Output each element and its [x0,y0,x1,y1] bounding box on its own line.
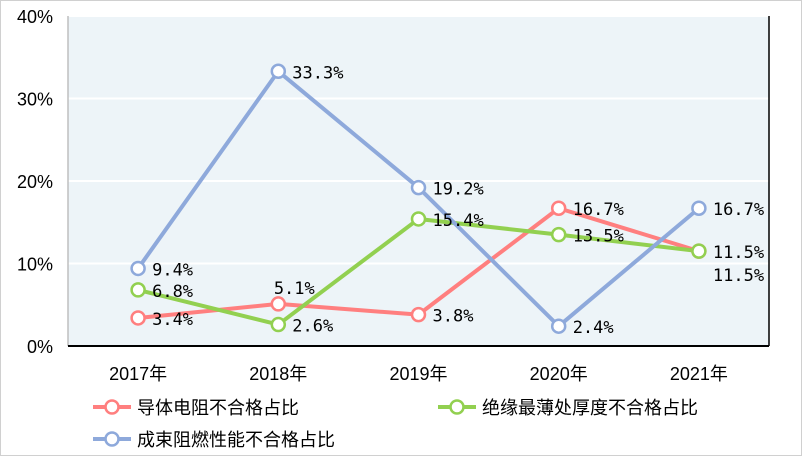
data-point [410,306,427,323]
data-label: 11.5% [713,266,764,286]
data-point [130,282,146,298]
data-label: 13.5% [573,227,624,247]
x-tick-label: 2018年 [249,364,307,384]
legend-marker [104,399,120,415]
y-tick-label: 0% [27,337,53,357]
x-axis-ticks: 2017年 2018年 2019年 2020年 2021年 [109,364,728,384]
data-label: 19.2% [433,180,484,200]
data-point [691,200,707,216]
legend-label: 成束阻燃性能不合格占比 [137,430,335,451]
legend-marker [104,431,120,447]
data-label: 9.4% [152,260,193,280]
data-point [550,226,567,243]
series-layer: 3.4% 5.1% 3.8% 16.7% 11.5% 6.8% 2.6% 15.4% 13.5%… [130,63,764,338]
y-tick-label: 10% [17,255,53,275]
data-point [550,200,567,216]
data-label: 16.7% [713,200,764,220]
data-point [130,310,146,326]
x-tick-label: 2017年 [109,364,167,384]
data-point [270,316,287,333]
data-point [410,211,427,227]
data-label: 33.3% [292,63,343,83]
x-tick-label: 2019年 [389,364,447,384]
legend-label: 导体电阻不合格占比 [137,398,299,419]
data-point [410,179,427,196]
y-tick-label: 40% [17,7,53,27]
data-label: 5.1% [274,279,315,299]
data-label: 16.7% [573,200,624,220]
data-label: 3.8% [433,307,474,327]
data-label: 11.5% [713,243,764,263]
legend-marker [449,399,465,415]
legend-label: 绝缘最薄处厚度不合格占比 [482,398,698,419]
data-point [270,296,287,312]
data-label: 6.8% [152,282,193,302]
data-label: 15.4% [433,211,484,231]
y-axis-ticks: 0% 10% 20% 30% 40% [17,7,53,357]
x-tick-label: 2020年 [530,364,588,384]
x-tick-label: 2021年 [670,364,728,384]
y-tick-label: 20% [17,172,53,192]
data-label: 2.6% [292,317,333,337]
data-point [691,243,707,259]
data-point [130,260,146,277]
y-tick-label: 30% [17,90,53,110]
data-point [270,63,287,80]
data-point [550,318,567,334]
data-label: 3.4% [152,310,193,330]
data-label: 2.4% [573,318,614,338]
